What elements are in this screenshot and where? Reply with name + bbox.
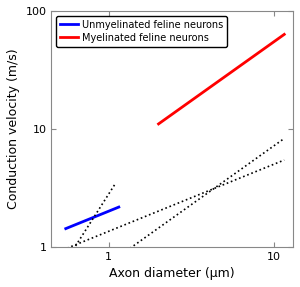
Legend: Unmyelinated feline neurons, Myelinated feline neurons: Unmyelinated feline neurons, Myelinated … [56, 16, 226, 46]
Unmyelinated feline neurons [113, 207, 116, 211]
Line: Myelinated feline neurons: Myelinated feline neurons [158, 34, 284, 124]
Myelinated feline neurons [276, 37, 280, 41]
Myelinated feline neurons [221, 76, 225, 79]
Unmyelinated feline neurons [91, 216, 95, 219]
Myelinated feline neurons [232, 69, 235, 72]
Myelinated feline neurons [272, 40, 276, 43]
Unmyelinated feline neurons [64, 227, 68, 230]
Unmyelinated feline neurons [76, 222, 80, 225]
Unmyelinated feline neurons [74, 223, 78, 226]
Unmyelinated feline neurons [114, 206, 118, 210]
Unmyelinated feline neurons [117, 205, 121, 209]
Myelinated feline neurons [282, 33, 286, 36]
Myelinated feline neurons [157, 122, 160, 126]
Myelinated feline neurons [181, 105, 184, 108]
Line: Unmyelinated feline neurons: Unmyelinated feline neurons [66, 207, 119, 229]
Y-axis label: Conduction velocity (m/s): Conduction velocity (m/s) [7, 49, 20, 209]
Unmyelinated feline neurons [96, 214, 99, 218]
Myelinated feline neurons [186, 101, 190, 105]
X-axis label: Axon diameter (μm): Axon diameter (μm) [110, 267, 235, 280]
